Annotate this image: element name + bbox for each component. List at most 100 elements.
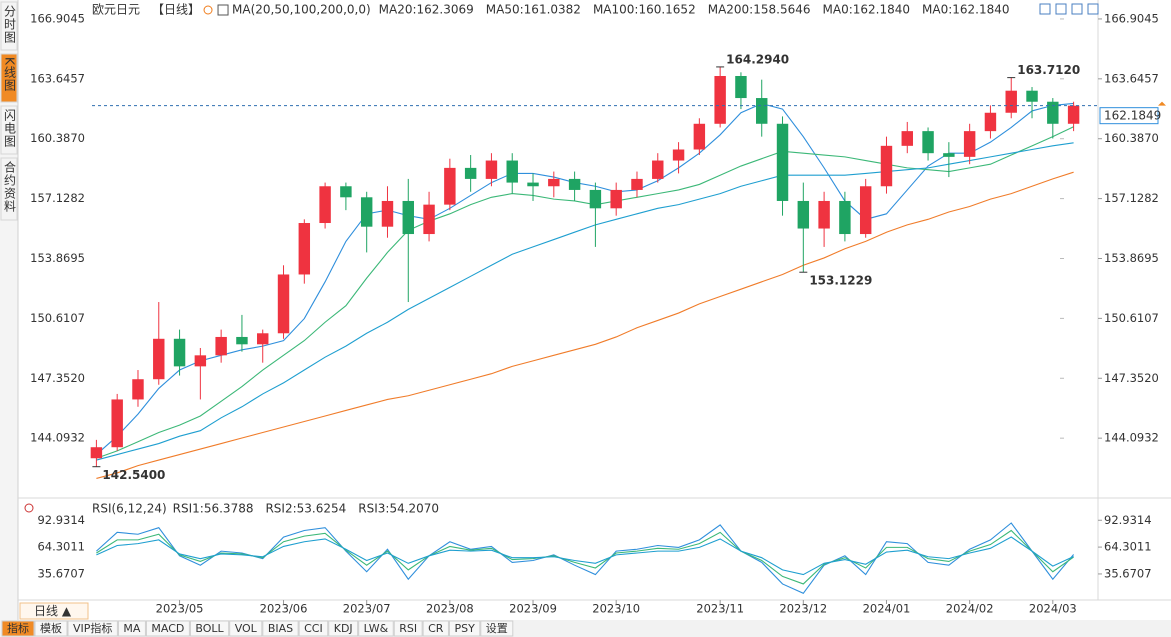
toolbar-button-label: 指标 (7, 621, 29, 635)
y-tick-label: 166.9045 (1104, 11, 1159, 25)
toolbar-button[interactable] (229, 620, 263, 637)
window-icons (1039, 3, 1099, 15)
period-button[interactable] (19, 602, 89, 620)
series-line (96, 529, 1074, 585)
candle-body (672, 149, 685, 161)
toolbar-button[interactable] (1, 620, 35, 637)
candle-body (943, 153, 955, 157)
toolbar-button[interactable] (298, 620, 329, 637)
toolbar-button[interactable] (189, 620, 230, 637)
period: 【日线】 (152, 3, 200, 17)
toolbar-button[interactable] (393, 620, 423, 637)
last-price-arrow (1158, 101, 1166, 106)
y-tick-label: 64.3011 (37, 540, 85, 554)
y-tick-label: 163.6457 (1104, 71, 1159, 85)
candle-body (880, 145, 893, 187)
last-price-label: 162.1849 (1104, 109, 1161, 123)
y-tick-label: 144.0932 (30, 431, 85, 445)
last-price-tag (1099, 107, 1159, 125)
candle-body (735, 75, 747, 99)
icon[interactable] (1039, 3, 1051, 15)
legend-entry: MA100:160.1652 (593, 3, 696, 17)
sidebar-tab[interactable] (0, 53, 18, 103)
y-tick-label: 153.8695 (30, 251, 85, 265)
y-tick-label: 144.0932 (1104, 431, 1159, 445)
sidebar-tab[interactable] (0, 157, 18, 221)
y-tick-label: 153.8695 (1104, 251, 1159, 265)
candle-body (132, 379, 144, 400)
toolbar-button[interactable] (358, 620, 394, 637)
y-tick-label: 147.3520 (1104, 371, 1159, 385)
candle-body (922, 131, 934, 154)
toolbar-button-label: CR (428, 622, 444, 635)
series-line (96, 536, 1074, 576)
x-tick-label: 2023/11 (696, 602, 744, 616)
toolbar-button[interactable] (145, 620, 190, 637)
indicator-icon[interactable] (217, 4, 229, 16)
toolbar-button-label: LW& (364, 622, 389, 635)
icon[interactable] (1087, 3, 1099, 15)
y-tick-label: 150.6107 (30, 311, 85, 325)
icon[interactable] (1071, 3, 1083, 15)
candle-body (236, 336, 248, 345)
toolbar-button[interactable] (448, 620, 481, 637)
sidebar-tab[interactable] (0, 105, 18, 155)
y-tick-label: 166.9045 (30, 11, 85, 25)
legend-entry: MA50:161.0382 (486, 3, 581, 17)
toolbar-button[interactable] (34, 620, 68, 637)
candle-body (215, 336, 227, 356)
candle-body (984, 112, 997, 132)
toolbar-button-label: RSI (399, 622, 417, 635)
y-tick-label: 160.3870 (30, 131, 85, 145)
candle-body (527, 182, 539, 187)
candle-body (1026, 90, 1038, 102)
indicator-name: RSI(6,12,24) (92, 502, 167, 516)
legend-entry: MA20:162.3069 (379, 3, 474, 17)
toolbar-button[interactable] (67, 620, 118, 637)
candle-body (153, 338, 165, 380)
candle-body (277, 274, 290, 334)
candle-body (194, 355, 207, 367)
x-tick-label: 2023/10 (592, 602, 640, 616)
candle-body (111, 399, 123, 448)
toolbar-button-label: BIAS (268, 622, 293, 635)
legend-entry: MA200:158.5646 (708, 3, 811, 17)
series-line (96, 142, 1074, 461)
toolbar-button[interactable] (328, 620, 359, 637)
extreme-label: 164.2940 (726, 52, 789, 66)
legend-entry: RSI3:54.2070 (358, 502, 439, 516)
candle-body (298, 223, 311, 275)
rsi-settings-icon[interactable] (24, 503, 34, 513)
x-tick-label: 2024/03 (1029, 602, 1077, 616)
candle-body (464, 167, 477, 179)
toolbar-button[interactable] (117, 620, 146, 637)
sidebar-tab-label: 闪电图 (3, 109, 17, 148)
candle-body (90, 447, 103, 459)
candle-body (693, 123, 706, 150)
y-tick-label: 150.6107 (1104, 311, 1159, 325)
x-tick-label: 2023/06 (260, 602, 308, 616)
x-tick-label: 2024/02 (946, 602, 994, 616)
toolbar-button[interactable] (422, 620, 449, 637)
add-icon[interactable] (203, 5, 213, 15)
y-tick-label: 92.9314 (1104, 513, 1152, 527)
x-tick-label: 2023/09 (509, 602, 557, 616)
y-tick-label: 92.9314 (37, 513, 85, 527)
sidebar-tab[interactable] (0, 1, 18, 51)
sidebar-tab-label: 分时图 (3, 5, 17, 44)
legend-entry: MA0:162.1840 (922, 3, 1010, 17)
toolbar-button[interactable] (480, 620, 514, 637)
legend-entry: RSI1:56.3788 (173, 502, 254, 516)
toolbar-button[interactable] (262, 620, 299, 637)
toolbar-button-label: VIP指标 (73, 621, 112, 635)
sidebar (0, 0, 18, 620)
indicator-name: MA(20,50,100,200,0,0) (232, 3, 371, 17)
legend-entry: MA0:162.1840 (823, 3, 911, 17)
icon[interactable] (1055, 3, 1067, 15)
candle-body (610, 189, 622, 209)
candle-body (776, 123, 789, 201)
candle-body (444, 167, 456, 205)
toolbar-button-label: KDJ (334, 622, 353, 635)
period-button-label: 日线 ▲ (34, 604, 72, 618)
